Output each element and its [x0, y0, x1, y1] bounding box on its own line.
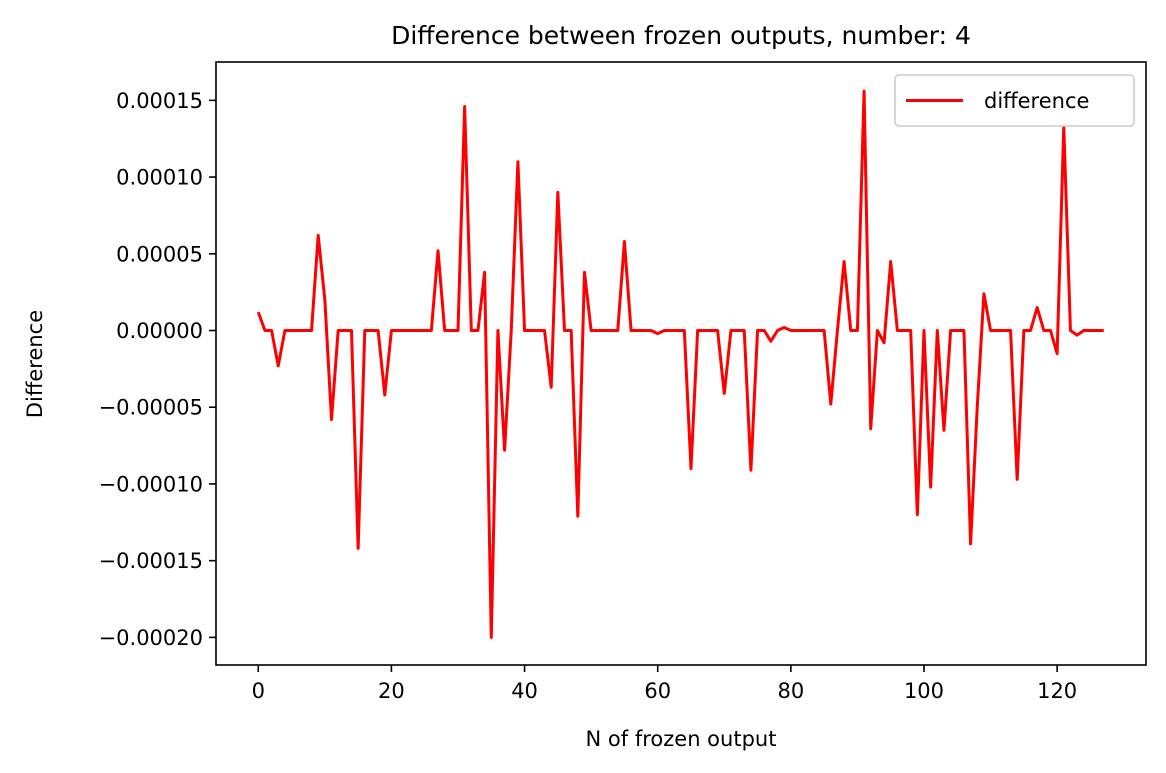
y-tick-label: 0.00015: [116, 89, 203, 113]
x-tick-label: 60: [644, 679, 671, 703]
plot-area: [256, 89, 1104, 639]
y-tick-label: −0.00010: [99, 472, 203, 496]
y-tick-label: −0.00015: [99, 549, 203, 573]
y-tick-label: −0.00020: [99, 626, 203, 650]
y-tick-label: −0.00005: [99, 396, 203, 420]
y-tick-label: 0.00000: [116, 319, 203, 343]
legend: difference: [894, 74, 1135, 127]
y-tick-label: 0.00010: [116, 166, 203, 190]
y-tick-label: 0.00005: [116, 242, 203, 266]
series-line-0: [256, 89, 1104, 639]
x-tick-label: 0: [252, 679, 265, 703]
x-tick-label: 100: [904, 679, 944, 703]
y-axis: −0.00020 −0.00015 −0.00010 −0.00005 0.00000 0…: [99, 89, 216, 650]
legend-label: difference: [984, 89, 1089, 113]
x-tick-label: 80: [777, 679, 804, 703]
x-axis-title: N of frozen output: [586, 727, 777, 751]
chart-title: Difference between frozen outputs, numbe…: [391, 21, 971, 50]
axes-frame: [215, 61, 1147, 666]
legend-box: [894, 74, 1135, 127]
x-axis: 0 20 40 60 80 100 120: [252, 665, 1077, 703]
y-axis-title: Difference: [23, 310, 47, 418]
x-tick-label: 20: [378, 679, 405, 703]
x-tick-label: 120: [1037, 679, 1077, 703]
x-tick-label: 40: [511, 679, 538, 703]
